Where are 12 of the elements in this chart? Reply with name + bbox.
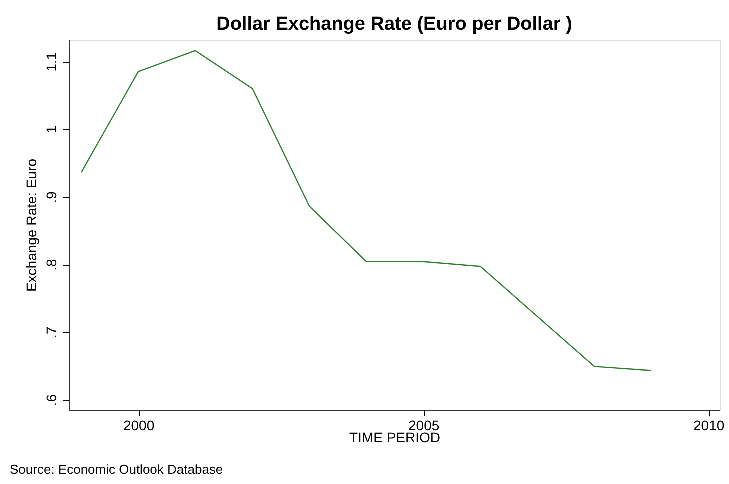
x-tick-label: 2010 bbox=[694, 418, 725, 434]
line-series bbox=[80, 50, 652, 372]
chart-title: Dollar Exchange Rate (Euro per Dollar ) bbox=[216, 14, 572, 35]
source-note: Source: Economic Outlook Database bbox=[10, 462, 224, 477]
y-tick-label: 1 bbox=[44, 126, 60, 134]
y-tick-label: 1.1 bbox=[44, 52, 60, 72]
y-tick-label: .8 bbox=[44, 259, 60, 271]
x-tick-label: 2000 bbox=[123, 418, 155, 434]
y-tick-label: .7 bbox=[44, 326, 60, 339]
y-tick-label: .6 bbox=[44, 394, 60, 406]
y-axis-title: Exchange Rate: Euro bbox=[24, 158, 40, 292]
y-tick-label: .9 bbox=[44, 191, 60, 204]
